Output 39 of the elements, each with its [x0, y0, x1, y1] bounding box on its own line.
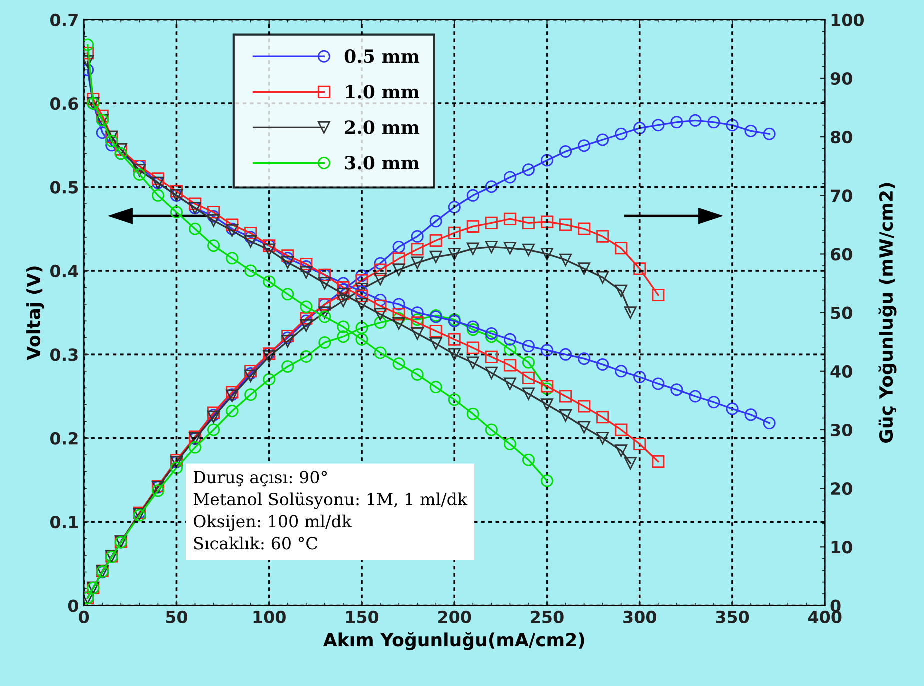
y2-tick-label: 20	[831, 482, 852, 496]
x-tick-label: 400	[808, 610, 842, 624]
y-tick-label: 0.4	[50, 264, 78, 278]
y-axis-title: Voltaj (V)	[26, 266, 44, 360]
y2-tick-label: 40	[830, 365, 852, 378]
y-tick-label: 0.6	[50, 98, 78, 110]
y2-tick-label: 90	[830, 72, 852, 86]
legend-label: 0.5 mm	[344, 50, 420, 64]
y-tick-label: 0.5	[50, 181, 78, 194]
y2-tick-label: 0	[830, 600, 841, 612]
y2-tick-label: 70	[831, 190, 852, 202]
y2-tick-label: 50	[831, 306, 852, 320]
annotation: Oksijen: 100 ml/dk	[194, 514, 352, 532]
y-tick-label: 0.1	[50, 516, 78, 529]
y2-tick-label: 100	[832, 14, 864, 26]
x-tick-label: 150	[346, 610, 379, 624]
y2-tick-label: 60	[831, 248, 852, 261]
annotation: Sıcaklık: 60 °C	[194, 536, 318, 550]
x-axis-title: Akım Yoğunluğu(mA/cm2)	[323, 632, 584, 650]
y-tick-label: 0.2	[50, 432, 78, 445]
x-tick-label: 300	[624, 610, 656, 624]
y2-axis-title: Güç Yoğunluğu (mW/cm2)	[878, 183, 897, 443]
y2-tick-label: 80	[831, 131, 852, 144]
x-tick-label: 50	[166, 610, 188, 624]
legend-label: 1.0 mm	[346, 85, 420, 99]
x-tick-label: 200	[438, 610, 472, 624]
y2-tick-label: 30	[831, 424, 852, 437]
annotation: Duruş açısı: 90°	[194, 471, 328, 487]
y-tick-label: 0.3	[50, 348, 78, 362]
x-tick-label: 100	[254, 610, 286, 624]
legend-label: 3.0 mm	[345, 156, 420, 170]
x-tick-label: 0	[79, 610, 90, 624]
annotation: Metanol Solüsyonu: 1M, 1 ml/dk	[194, 492, 468, 510]
y2-tick-label: 10	[832, 541, 852, 554]
x-tick-label: 350	[716, 610, 750, 624]
y-tick-label: 0	[68, 600, 78, 612]
x-tick-label: 250	[531, 610, 564, 624]
y-tick-label: 0.7	[50, 14, 78, 26]
legend-label: 2.0 mm	[345, 120, 420, 134]
